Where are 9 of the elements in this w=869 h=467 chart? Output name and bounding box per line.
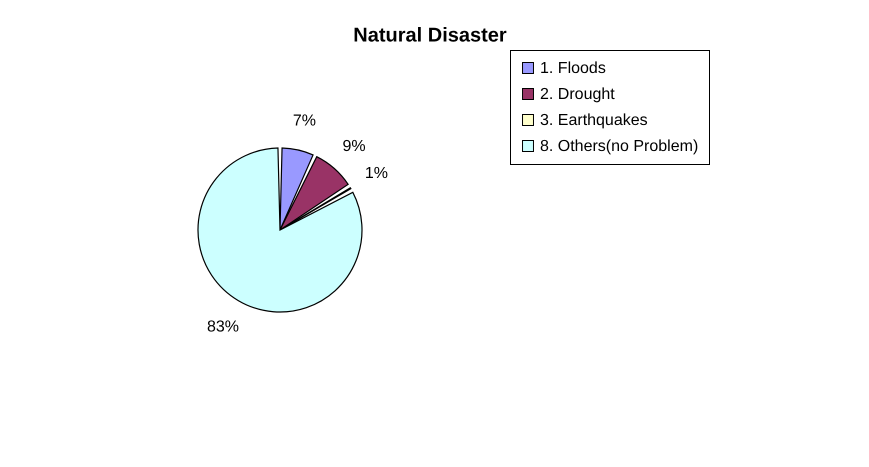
data-label: 7% xyxy=(292,112,316,130)
legend-label: 1. Floods xyxy=(540,60,606,77)
legend-label: 8. Others(no Problem) xyxy=(540,138,698,155)
data-label: 9% xyxy=(342,138,366,155)
legend-label: 3. Earthquakes xyxy=(540,112,648,129)
data-label: 83% xyxy=(206,318,240,336)
data-label: 1% xyxy=(364,164,388,182)
chart-title: Natural Disaster xyxy=(353,24,507,46)
legend-label: 2. Drought xyxy=(540,86,616,103)
